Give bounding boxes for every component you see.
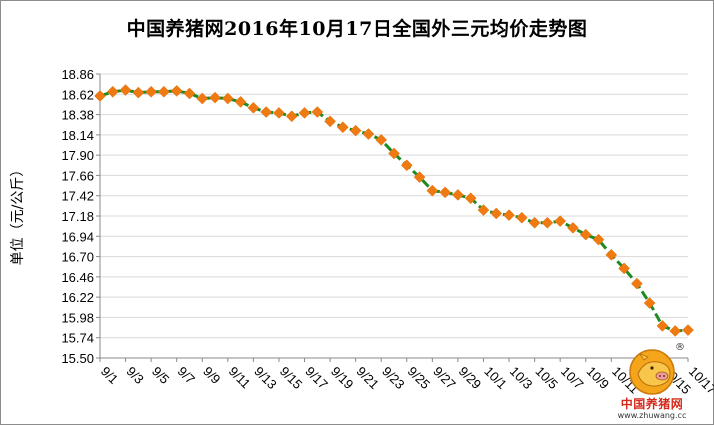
y-tick-label: 18.38 — [61, 108, 94, 123]
x-tick-label: 9/1 — [98, 364, 121, 387]
y-tick-label: 16.94 — [61, 229, 94, 244]
data-point-10/12 — [618, 262, 630, 275]
x-tick-label: 9/5 — [149, 364, 172, 387]
data-point-9/13 — [247, 101, 260, 114]
data-point-10/7 — [554, 215, 567, 227]
chart-title: 中国养猪网2016年10月17日全国外三元均价走势图 — [126, 18, 588, 40]
y-tick-labels: 18.86 18.62 18.38 18.14 17.90 17.66 17.42 17.18… — [61, 67, 94, 366]
x-tick-label: 9/21 — [354, 364, 383, 393]
data-point-9/7 — [170, 85, 183, 97]
registered-mark: ® — [675, 342, 685, 353]
x-tick-label: 9/3 — [123, 364, 146, 387]
data-point-10/10 — [592, 233, 605, 246]
logo-url-text: www.zhuwang.cc — [617, 411, 687, 420]
series-line-path — [99, 88, 689, 333]
data-point-10/15 — [656, 320, 669, 332]
data-point-10/1 — [477, 204, 490, 216]
y-tick-label: 17.66 — [61, 168, 94, 183]
data-point-9/26 — [413, 171, 426, 183]
x-tick-label: 9/27 — [430, 364, 459, 393]
data-point-9/22 — [362, 128, 375, 140]
y-tick-label: 18.14 — [61, 128, 94, 143]
x-tick-label: 9/13 — [251, 364, 280, 393]
zhuwang-logo: ® — [629, 342, 685, 395]
data-point-9/17 — [298, 107, 311, 119]
x-tick-label: 9/23 — [379, 364, 408, 393]
data-point-10/13 — [631, 277, 643, 290]
data-point-10/8 — [567, 221, 579, 234]
data-point-10/16 — [669, 325, 682, 337]
x-tick-label: 9/7 — [175, 364, 198, 387]
y-tick-label: 15.98 — [61, 310, 94, 325]
data-point-10/14 — [643, 297, 656, 309]
x-tick-label: 10/3 — [507, 364, 536, 393]
data-point-9/8 — [183, 87, 196, 100]
data-point-9/9 — [196, 92, 209, 105]
x-tick-label: 9/11 — [226, 364, 254, 392]
y-tick-label: 15.74 — [61, 331, 94, 346]
logo-brand-text: 中国养猪网 — [620, 397, 684, 411]
y-tick-label: 16.70 — [61, 250, 94, 265]
data-point-9/6 — [158, 85, 170, 98]
y-tick-label: 17.42 — [61, 189, 94, 204]
data-point-9/29 — [452, 189, 464, 201]
data-point-9/2 — [106, 85, 119, 98]
data-point-9/15 — [273, 107, 285, 119]
data-point-9/1 — [94, 90, 106, 102]
data-point-10/3 — [503, 209, 515, 222]
y-tick-label: 17.18 — [61, 209, 94, 224]
data-point-9/25 — [400, 159, 413, 172]
data-point-10/6 — [541, 216, 554, 229]
y-tick-label: 18.86 — [61, 67, 94, 82]
data-point-9/24 — [388, 147, 400, 160]
data-point-9/3 — [119, 84, 132, 96]
x-tick-label: 10/7 — [558, 364, 587, 393]
y-tick-label: 15.50 — [61, 351, 94, 366]
data-point-10/17 — [682, 324, 694, 336]
data-point-10/9 — [579, 228, 592, 241]
x-tick-label: 10/1 — [481, 364, 510, 393]
data-point-10/2 — [490, 207, 503, 220]
data-point-9/28 — [439, 186, 451, 199]
data-point-10/5 — [528, 216, 541, 229]
data-point-9/23 — [375, 134, 388, 146]
gridlines — [100, 73, 688, 359]
y-tick-label: 16.22 — [61, 290, 94, 305]
y-tick-label: 16.46 — [61, 270, 94, 285]
x-tick-label: 9/17 — [302, 364, 331, 393]
x-tick-label: 9/29 — [456, 364, 485, 393]
x-tick-label: 10/9 — [584, 364, 613, 393]
x-tick-label: 9/9 — [200, 364, 223, 387]
data-point-9/12 — [234, 96, 247, 108]
data-point-9/5 — [145, 85, 157, 98]
data-point-10/11 — [605, 249, 618, 261]
x-tick-label: 9/25 — [405, 364, 434, 393]
x-tick-label: 9/15 — [277, 364, 306, 393]
data-point-9/20 — [337, 121, 349, 134]
data-point-9/21 — [349, 124, 362, 137]
data-point-9/27 — [426, 184, 439, 197]
series-markers — [94, 84, 694, 337]
data-point-9/30 — [464, 192, 477, 205]
data-point-9/16 — [285, 110, 298, 123]
data-point-9/19 — [324, 115, 336, 128]
data-point-9/14 — [260, 106, 273, 118]
x-tick-label: 10/5 — [532, 364, 561, 393]
data-point-9/11 — [221, 92, 234, 105]
y-tick-label: 17.90 — [61, 148, 94, 163]
data-point-10/4 — [515, 211, 528, 224]
axes — [96, 73, 689, 362]
data-point-9/10 — [209, 91, 221, 104]
y-tick-label: 18.62 — [61, 87, 94, 102]
series-line — [99, 88, 689, 333]
data-point-9/4 — [132, 86, 145, 99]
data-point-9/18 — [311, 106, 324, 118]
x-tick-label: 9/19 — [328, 364, 357, 393]
